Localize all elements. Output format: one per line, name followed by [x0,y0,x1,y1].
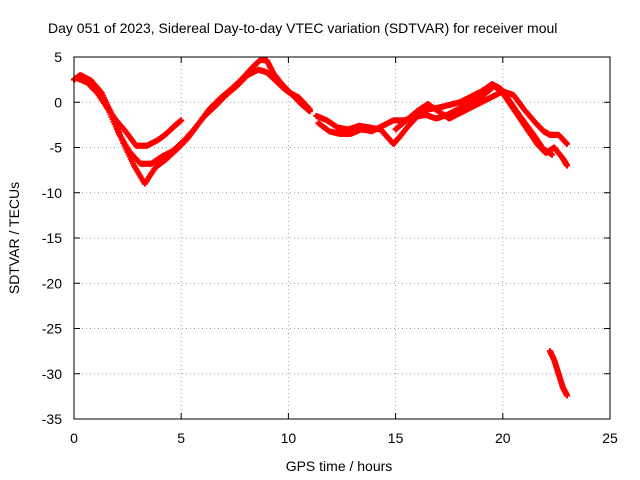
x-tick-label: 25 [602,430,618,446]
series-satellite-track-f [392,88,571,147]
data-layer [71,56,571,399]
series-satellite-track-a [71,56,313,187]
y-tick-label: -15 [42,230,62,246]
data-point [564,140,571,147]
grid [74,57,610,419]
chart-title: Day 051 of 2023, Sidereal Day-to-day VTE… [48,20,557,36]
x-tick-label: 15 [388,430,404,446]
data-point [564,392,571,399]
y-tick-label: -30 [42,366,62,382]
data-point [306,108,313,115]
x-tick-label: 5 [177,430,185,446]
data-point [564,162,571,169]
x-axis-title: GPS time / hours [286,458,393,474]
y-axis-title: SDTVAR / TECUs [6,182,22,294]
x-tick-label: 0 [70,430,78,446]
y-tick-label: -5 [50,140,63,156]
series-satellite-track-c [79,73,185,149]
y-tick-label: -20 [42,275,62,291]
x-tick-label: 10 [281,430,297,446]
series-satellite-track-g [546,348,571,399]
ticks: 0 5 10 15 20 25 5 0 -5 -10 -15 -20 -25 -30 -35 [42,49,618,446]
y-tick-label: 0 [54,94,62,110]
y-tick-label: -10 [42,185,62,201]
data-point [549,151,556,158]
y-tick-label: 5 [54,49,62,65]
x-tick-label: 20 [495,430,511,446]
y-tick-label: -35 [42,411,62,427]
y-tick-label: -25 [42,321,62,337]
data-point [178,117,185,124]
